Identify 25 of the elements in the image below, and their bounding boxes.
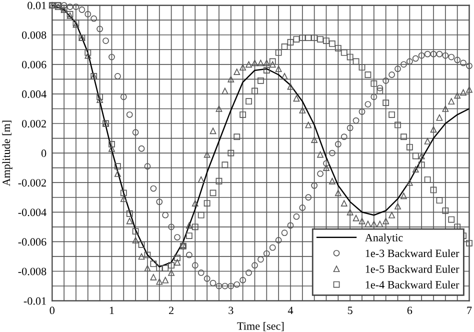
x-tick-label: 2 xyxy=(169,306,174,314)
legend-label: 1e-4 Backward Euler xyxy=(366,280,460,289)
y-tick-label: -0.006 xyxy=(18,238,46,246)
x-tick-label: 3 xyxy=(228,306,234,314)
y-tick-label: -0.002 xyxy=(18,179,46,187)
y-tick-label: -0.008 xyxy=(18,268,46,276)
y-axis-title: Amplitude [m] xyxy=(2,120,12,186)
x-axis-title: Time [sec] xyxy=(237,322,284,332)
y-tick-label: 0.004 xyxy=(22,90,46,98)
x-tick-label: 5 xyxy=(348,306,352,314)
x-tick-label: 0 xyxy=(50,306,54,314)
x-tick-label: 7 xyxy=(467,306,472,314)
y-tick-label: 0 xyxy=(41,150,46,158)
x-tick-label: 4 xyxy=(288,306,294,314)
y-tick-label: 0.006 xyxy=(22,60,46,68)
y-tick-label: 0.002 xyxy=(22,120,46,128)
y-tick-label: -0.004 xyxy=(18,208,46,216)
legend-label: Analytic xyxy=(364,234,403,244)
y-tick-label: -0.01 xyxy=(24,297,46,305)
y-tick-label: 0.01 xyxy=(28,2,46,10)
legend-label: 1e-5 Backward Euler xyxy=(366,265,460,273)
legend-label: 1e-3 Backward Euler xyxy=(366,249,460,258)
y-tick-label: 0.008 xyxy=(22,31,46,39)
x-tick-label: 1 xyxy=(110,306,114,314)
x-tick-label: 6 xyxy=(407,306,412,314)
